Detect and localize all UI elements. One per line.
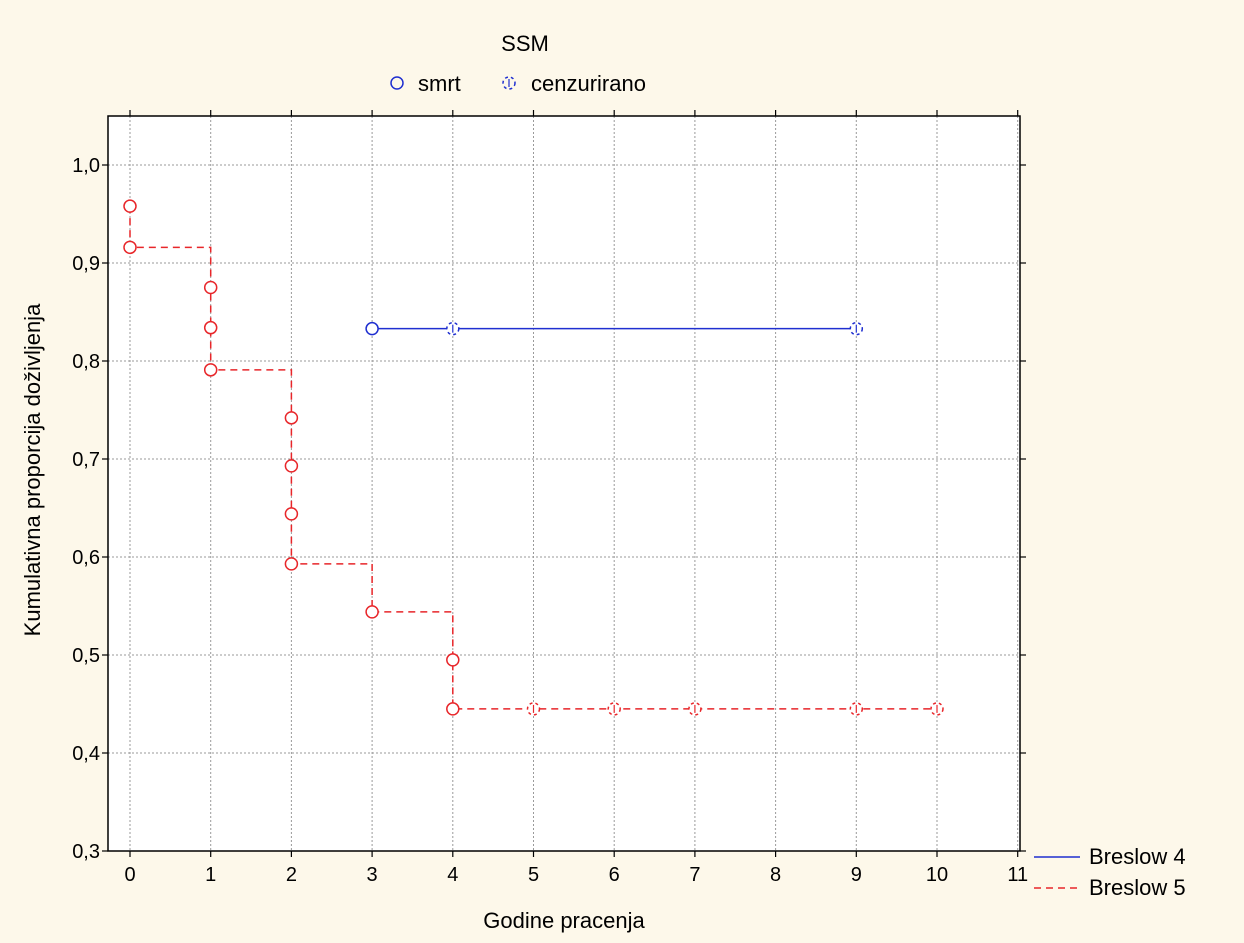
legend-event-label: smrt xyxy=(418,71,461,96)
y-tick-label: 0,7 xyxy=(72,449,100,471)
x-tick-label: 6 xyxy=(609,864,620,886)
x-tick-label: 4 xyxy=(447,864,458,886)
legend-censored-marker xyxy=(502,76,516,90)
event-marker-breslow-5 xyxy=(284,507,299,521)
event-marker-breslow-5 xyxy=(123,199,137,213)
x-tick-label: 10 xyxy=(926,864,948,886)
event-marker-breslow-5 xyxy=(284,411,299,425)
x-axis: 0 1 2 3 4 5 6 7 8 9 10 11 xyxy=(124,110,1028,886)
event-marker-breslow-5 xyxy=(203,320,218,335)
y-tick-label: 0,3 xyxy=(72,841,100,863)
event-marker-breslow-5 xyxy=(284,557,299,571)
x-tick-label: 0 xyxy=(124,864,135,886)
y-tick-label: 0,4 xyxy=(72,743,100,765)
series-layer xyxy=(123,199,944,716)
y-tick-label: 0,8 xyxy=(72,351,100,373)
event-marker-breslow-5 xyxy=(203,280,218,295)
line-legend: Breslow 4 Breslow 5 xyxy=(1034,844,1186,900)
event-marker-breslow-5 xyxy=(123,240,137,255)
legend-censored-label: cenzurirano xyxy=(531,71,646,96)
x-tick-label: 11 xyxy=(1007,864,1028,886)
x-tick-label: 2 xyxy=(286,864,297,886)
x-tick-label: 1 xyxy=(205,864,216,886)
event-marker-breslow-5 xyxy=(446,653,460,667)
event-marker-breslow-5 xyxy=(446,702,460,716)
legend-event-marker xyxy=(390,76,404,90)
plot-frame xyxy=(107,115,1021,852)
x-tick-label: 9 xyxy=(851,864,862,886)
x-tick-label: 7 xyxy=(689,864,700,886)
marker-legend-title: SSM xyxy=(501,31,549,56)
event-marker-breslow-5 xyxy=(365,605,379,619)
marker-legend: SSM smrt cenzurirano xyxy=(390,31,646,96)
x-tick-label: 3 xyxy=(367,864,378,886)
y-axis-title: Kumulativna proporcija doživljenja xyxy=(20,303,45,636)
y-tick-label: 1,0 xyxy=(72,155,100,177)
x-axis-title: Godine pracenja xyxy=(483,908,645,933)
event-marker-breslow-5 xyxy=(284,459,299,473)
y-axis: 0,3 0,4 0,5 0,6 0,7 0,8 0,9 1,0 xyxy=(72,155,1026,863)
x-tick-label: 5 xyxy=(528,864,539,886)
legend-label-breslow-5: Breslow 5 xyxy=(1089,875,1186,900)
y-tick-label: 0,6 xyxy=(72,547,100,569)
legend-label-breslow-4: Breslow 4 xyxy=(1089,844,1186,869)
x-tick-label: 8 xyxy=(770,864,781,886)
y-tick-label: 0,5 xyxy=(72,645,100,667)
event-marker-breslow-4 xyxy=(365,321,379,336)
event-marker-breslow-5 xyxy=(203,363,218,377)
y-tick-label: 0,9 xyxy=(72,253,100,275)
gridlines xyxy=(108,116,1020,852)
plot-area xyxy=(108,116,1020,851)
